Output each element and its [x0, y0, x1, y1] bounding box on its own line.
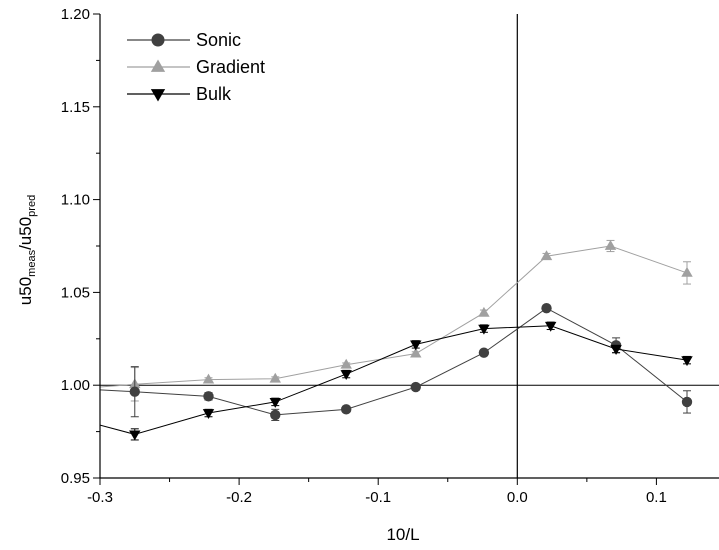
series-layer	[100, 239, 693, 441]
legend-label: Gradient	[196, 57, 265, 77]
data-point	[269, 372, 281, 383]
y-tick-label: 0.95	[61, 470, 90, 487]
data-point	[341, 404, 352, 415]
data-point	[340, 370, 352, 381]
series-line	[100, 245, 688, 388]
legend-marker	[150, 59, 166, 72]
y-tick-label: 1.15	[61, 99, 90, 116]
data-point	[129, 430, 141, 441]
data-point	[478, 306, 490, 317]
x-axis-title: 10/L	[386, 525, 419, 544]
data-point	[540, 250, 553, 261]
data-point	[478, 347, 490, 358]
series-line	[100, 307, 688, 416]
data-point	[604, 240, 617, 250]
series-line	[100, 325, 688, 435]
data-point	[410, 381, 421, 393]
y-axis-title-main1: u50	[16, 277, 35, 305]
series-bulk	[100, 321, 693, 441]
x-tick-label: -0.3	[87, 489, 113, 506]
data-point	[541, 302, 552, 314]
y-axis-title-sub2: pred	[26, 195, 38, 217]
x-tick-label: -0.1	[365, 489, 391, 506]
legend-marker	[150, 89, 166, 102]
data-point	[202, 373, 215, 384]
data-point	[681, 356, 693, 367]
data-point	[544, 321, 557, 332]
data-point	[203, 391, 214, 402]
y-tick-label: 1.20	[61, 6, 90, 23]
y-tick-label: 1.10	[61, 192, 90, 209]
series-gradient	[100, 239, 693, 402]
data-point	[269, 398, 281, 408]
data-point	[340, 358, 352, 369]
y-axis-title: u50meas/u50pred	[16, 195, 38, 305]
x-tick-label: 0.0	[507, 489, 528, 506]
data-point	[681, 396, 693, 408]
legend: Sonic Gradient Bulk	[127, 30, 265, 104]
axes	[99, 14, 719, 479]
legend-label: Sonic	[196, 30, 241, 50]
reference-lines	[100, 14, 719, 478]
series-sonic	[100, 302, 693, 421]
y-tick-label: 1.05	[61, 284, 90, 301]
y-tick-label: 1.00	[61, 377, 90, 394]
data-point	[410, 347, 422, 358]
x-tick-label: -0.2	[226, 489, 252, 506]
y-axis-title-sep: /u50	[16, 217, 35, 250]
data-point	[270, 409, 281, 421]
ticks: -0.3 -0.2 -0.1 0.0 0.1 0.95 1.00 1.05 1.10 1.15 1.…	[61, 6, 667, 506]
x-tick-label: 0.1	[646, 489, 667, 506]
legend-marker	[151, 33, 165, 47]
data-point	[610, 345, 622, 355]
y-axis-title-sub1: meas	[26, 249, 38, 276]
data-point	[410, 340, 422, 351]
data-point	[129, 386, 140, 397]
data-point	[478, 324, 490, 335]
data-point	[681, 266, 693, 277]
legend-label: Bulk	[196, 84, 232, 104]
data-point	[202, 409, 215, 420]
